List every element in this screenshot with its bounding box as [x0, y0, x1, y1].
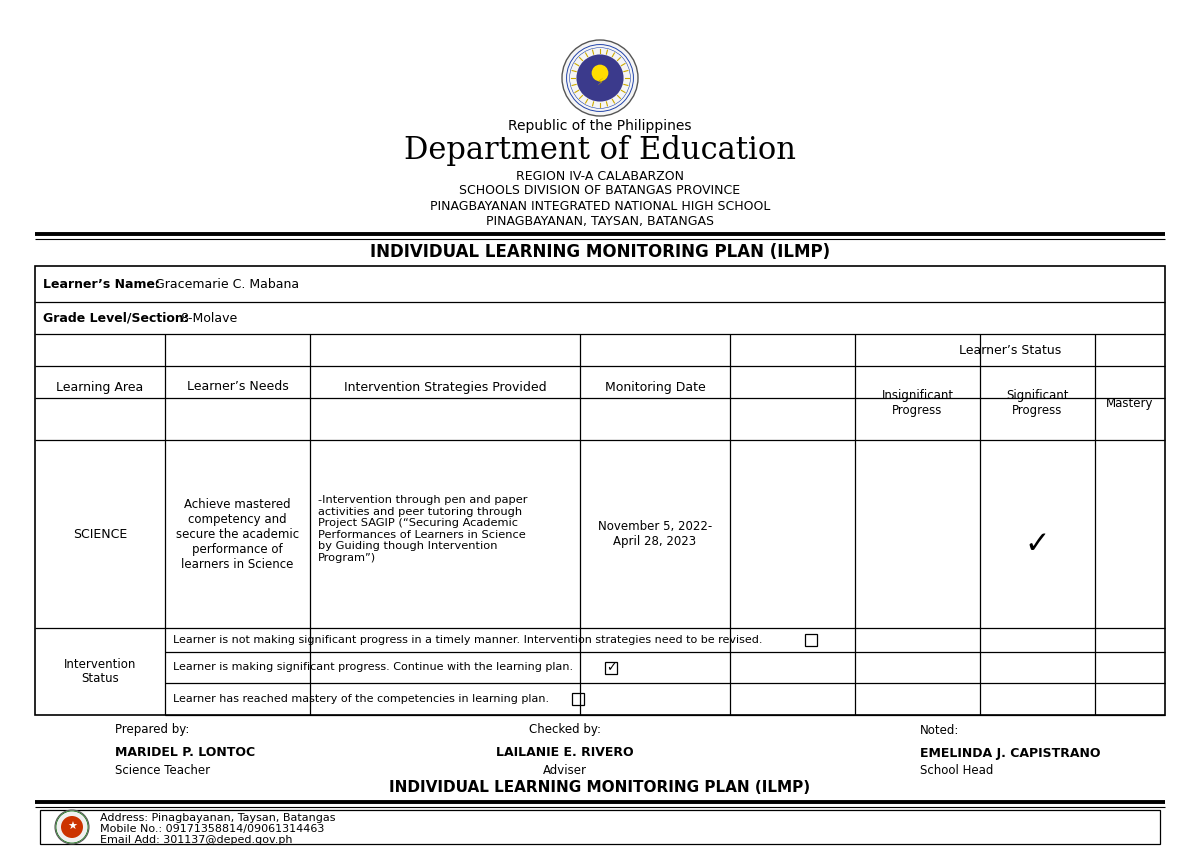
Text: Grade Level/Section:: Grade Level/Section: — [43, 311, 188, 325]
Text: Prepared by:: Prepared by: — [115, 723, 190, 737]
Text: Adviser: Adviser — [542, 763, 587, 777]
Text: Learning Area: Learning Area — [56, 381, 144, 393]
Text: INDIVIDUAL LEARNING MONITORING PLAN (ILMP): INDIVIDUAL LEARNING MONITORING PLAN (ILM… — [390, 780, 810, 795]
Text: November 5, 2022-
April 28, 2023: November 5, 2022- April 28, 2023 — [598, 520, 712, 548]
Circle shape — [576, 54, 624, 102]
Text: INDIVIDUAL LEARNING MONITORING PLAN (ILMP): INDIVIDUAL LEARNING MONITORING PLAN (ILM… — [370, 243, 830, 261]
Circle shape — [592, 64, 608, 81]
Text: Learner is not making significant progress in a timely manner. Intervention stra: Learner is not making significant progre… — [173, 635, 762, 645]
Bar — [40, 810, 1160, 844]
Text: SCIENCE: SCIENCE — [73, 527, 127, 540]
Text: Learner has reached mastery of the competencies in learning plan.: Learner has reached mastery of the compe… — [173, 694, 550, 704]
Text: SCHOOLS DIVISION OF BATANGAS PROVINCE: SCHOOLS DIVISION OF BATANGAS PROVINCE — [460, 185, 740, 198]
Bar — [605, 661, 617, 673]
Text: ★: ★ — [67, 822, 77, 832]
Text: Address: Pinagbayanan, Taysan, Batangas: Address: Pinagbayanan, Taysan, Batangas — [100, 813, 336, 823]
Text: Checked by:: Checked by: — [529, 723, 601, 737]
Text: School Head: School Head — [920, 763, 994, 777]
Text: LAILANIE E. RIVERO: LAILANIE E. RIVERO — [496, 746, 634, 760]
Text: Email Add: 301137@deped.gov.ph: Email Add: 301137@deped.gov.ph — [100, 835, 293, 845]
Text: Gracemarie C. Mabana: Gracemarie C. Mabana — [155, 277, 299, 291]
Text: Learner’s Needs: Learner’s Needs — [187, 381, 288, 393]
Text: ⚡: ⚡ — [596, 77, 604, 87]
Text: EMELINDA J. CAPISTRANO: EMELINDA J. CAPISTRANO — [920, 746, 1100, 760]
Text: -Intervention through pen and paper
activities and peer tutoring through
Project: -Intervention through pen and paper acti… — [318, 495, 528, 563]
Text: PINAGBAYANAN INTEGRATED NATIONAL HIGH SCHOOL: PINAGBAYANAN INTEGRATED NATIONAL HIGH SC… — [430, 199, 770, 213]
Text: Learner’s Name:: Learner’s Name: — [43, 277, 160, 291]
Text: ✓: ✓ — [1025, 529, 1050, 559]
Bar — [805, 634, 817, 646]
Text: PINAGBAYANAN, TAYSAN, BATANGAS: PINAGBAYANAN, TAYSAN, BATANGAS — [486, 215, 714, 227]
Text: Mobile No.: 09171358814/09061314463: Mobile No.: 09171358814/09061314463 — [100, 824, 324, 834]
Text: REGION IV-A CALABARZON: REGION IV-A CALABARZON — [516, 170, 684, 182]
Text: 8-Molave: 8-Molave — [180, 311, 238, 325]
Text: Achieve mastered
competency and
secure the academic
performance of
learners in S: Achieve mastered competency and secure t… — [176, 498, 299, 571]
Text: Intervention Strategies Provided: Intervention Strategies Provided — [343, 381, 546, 393]
Text: Republic of the Philippines: Republic of the Philippines — [509, 119, 691, 133]
Text: Noted:: Noted: — [920, 723, 959, 737]
Text: Insignificant
Progress: Insignificant Progress — [882, 389, 954, 417]
Bar — [572, 693, 584, 705]
Text: MARIDEL P. LONTOC: MARIDEL P. LONTOC — [115, 746, 256, 760]
Circle shape — [562, 40, 638, 116]
Text: Science Teacher: Science Teacher — [115, 763, 210, 777]
Circle shape — [55, 810, 89, 844]
Text: ✓: ✓ — [606, 661, 617, 674]
Text: Learner is making significant progress. Continue with the learning plan.: Learner is making significant progress. … — [173, 662, 574, 672]
Text: Intervention
Status: Intervention Status — [64, 657, 136, 685]
Text: Learner’s Status: Learner’s Status — [959, 343, 1061, 356]
Bar — [35, 266, 1165, 715]
Text: Monitoring Date: Monitoring Date — [605, 381, 706, 393]
Text: Significant
Progress: Significant Progress — [1007, 389, 1069, 417]
Text: Department of Education: Department of Education — [404, 135, 796, 165]
Text: Mastery: Mastery — [1106, 397, 1153, 410]
Circle shape — [61, 816, 83, 838]
